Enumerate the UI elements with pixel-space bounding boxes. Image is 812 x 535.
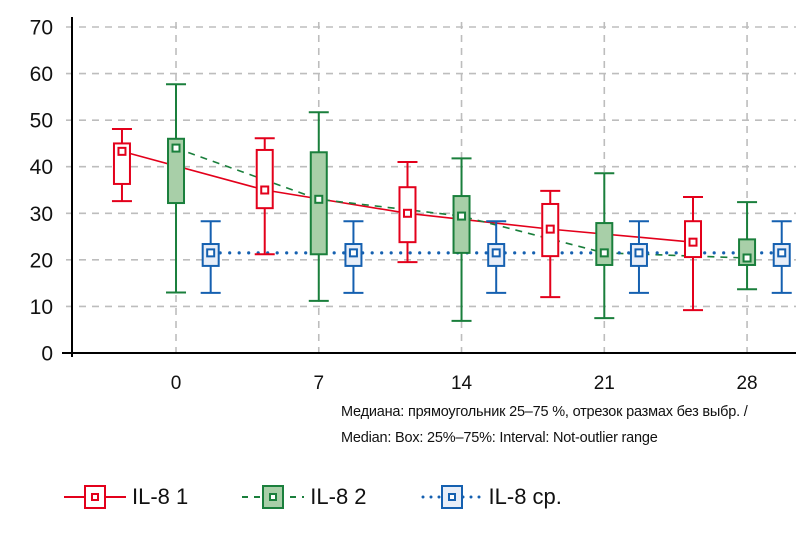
- y-axis-ticks: 0 10 20 30 40 50 60 70: [30, 17, 53, 366]
- box-il-8-2: [451, 157, 472, 322]
- median-marker: [260, 185, 270, 195]
- y-tick-label: 40: [30, 156, 53, 179]
- iqr-box: [255, 148, 274, 210]
- y-tick-label: 70: [30, 17, 53, 40]
- median-marker: [688, 237, 698, 247]
- median-marker: [117, 146, 127, 156]
- y-tick-label: 10: [30, 296, 53, 319]
- chart-note-english: Median: Box: 25%–75%: Interval: Not-outl…: [341, 430, 658, 446]
- median-trend-lines: [121, 147, 784, 259]
- y-tick-label: 0: [41, 343, 53, 366]
- median-marker: [599, 248, 609, 258]
- y-tick-label: 20: [30, 249, 53, 272]
- box-marks: [111, 83, 792, 322]
- median-marker: [742, 253, 752, 263]
- box-il-8-: [628, 220, 649, 294]
- boxplot-chart: 0 10 20 30 40 50 60 70 0 7 14 21 28: [30, 17, 796, 394]
- box-il-8-2: [737, 201, 758, 291]
- legend-swatch-il8-2: [242, 485, 305, 509]
- legend-item-il8-1: IL-8 1: [62, 482, 188, 512]
- grid-lines: [66, 22, 796, 358]
- median-marker: [402, 208, 412, 218]
- legend-label-il8-2: IL-8 2: [310, 484, 367, 509]
- axes: [62, 17, 796, 357]
- iqr-box: [167, 137, 186, 205]
- legend-swatch-il8-mean: [421, 485, 485, 509]
- iqr-box: [452, 195, 471, 254]
- x-tick-label: 7: [313, 373, 324, 394]
- median-marker: [348, 248, 358, 258]
- box-il-8-: [771, 220, 792, 294]
- x-tick-label: 14: [451, 373, 473, 394]
- box-il-8-: [200, 220, 221, 294]
- x-tick-label: 28: [736, 373, 757, 394]
- box-il-8-2: [166, 83, 187, 294]
- box-il-8-1: [540, 189, 561, 299]
- legend-item-il8-2: IL-8 2: [240, 482, 367, 512]
- iqr-box: [595, 222, 614, 266]
- box-il-8-2: [308, 111, 329, 302]
- x-axis-ticks: 0 7 14 21 28: [171, 373, 758, 394]
- median-marker: [314, 194, 324, 204]
- y-tick-label: 30: [30, 203, 53, 226]
- x-tick-label: 21: [594, 373, 615, 394]
- median-marker: [491, 248, 501, 258]
- median-marker: [171, 143, 181, 153]
- legend-label-il8-1: IL-8 1: [132, 484, 189, 509]
- chart-note-russian: Медиана: прямоугольник 25–75 %, отрезок …: [341, 404, 748, 420]
- median-marker: [777, 248, 787, 258]
- box-il-8-: [486, 220, 507, 294]
- legend: IL-8 1 IL-8 2 IL-8 ср.: [62, 481, 614, 513]
- box-il-8-1: [254, 137, 275, 256]
- x-tick-label: 0: [171, 373, 182, 394]
- box-il-8-2: [594, 172, 615, 320]
- median-marker: [634, 248, 644, 258]
- median-marker: [545, 224, 555, 234]
- box-il-8-1: [111, 127, 132, 203]
- legend-swatch-il8-1: [64, 485, 126, 509]
- box-il-8-: [343, 220, 364, 294]
- median-marker: [206, 248, 216, 258]
- y-tick-label: 50: [30, 110, 53, 133]
- y-tick-label: 60: [30, 63, 53, 86]
- box-il-8-1: [683, 195, 704, 312]
- legend-label-il8-mean: IL-8 ср.: [488, 484, 562, 509]
- legend-item-il8-mean: IL-8 ср.: [419, 482, 562, 512]
- median-marker: [457, 211, 467, 221]
- box-il-8-1: [397, 161, 418, 264]
